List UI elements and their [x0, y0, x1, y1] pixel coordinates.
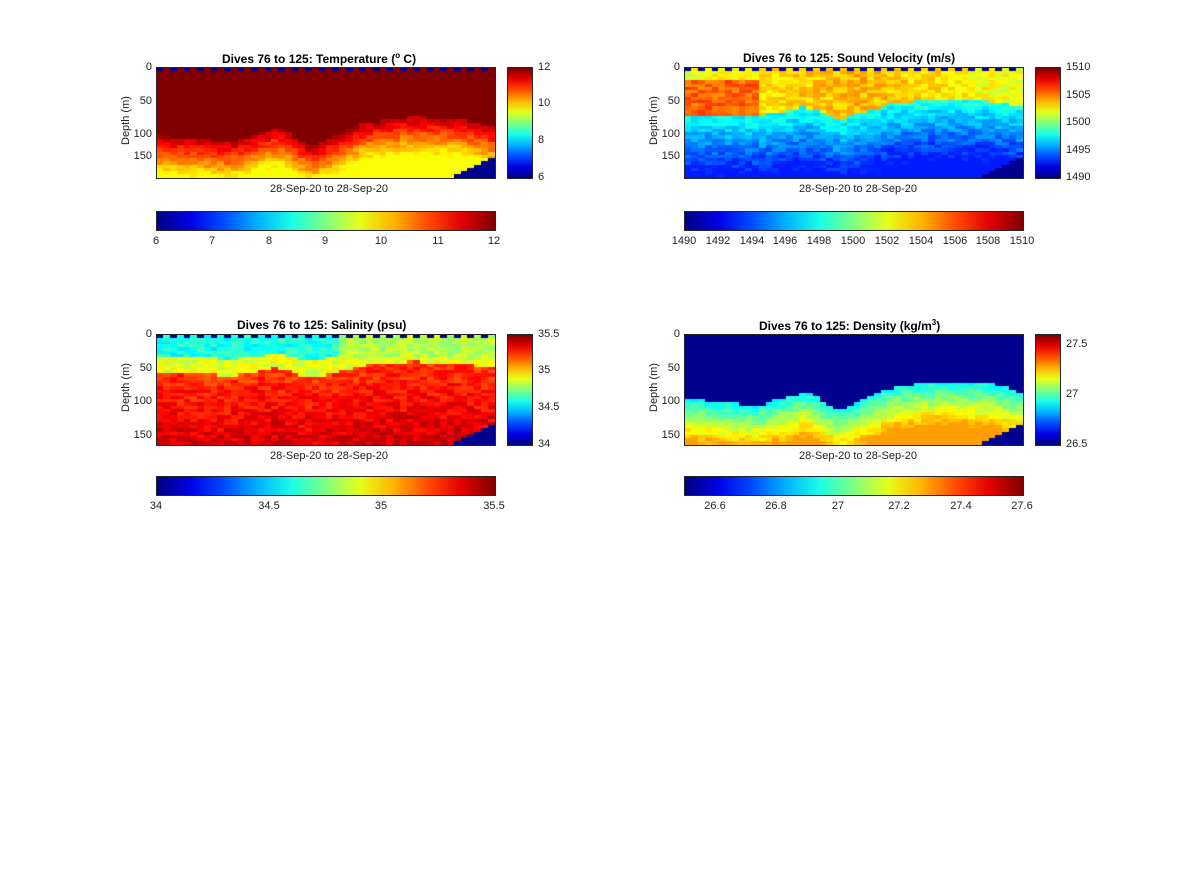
density-ylabel: Depth (m)	[648, 363, 660, 412]
density-title: Dives 76 to 125: Density (kg/m3)	[759, 318, 940, 333]
temperature-hbar-tick: 8	[265, 235, 273, 247]
sound-velocity-vbar-tick: 1495	[1066, 144, 1091, 156]
sound-velocity-ytick: 0	[673, 61, 680, 73]
temperature-colorbar-horizontal	[156, 211, 496, 231]
temperature-vbar-tick: 10	[538, 97, 551, 109]
salinity-vbar-tick: 34.5	[538, 401, 560, 413]
salinity-ylabel: Depth (m)	[120, 363, 132, 412]
sound-velocity-vbar-tick: 1510	[1066, 61, 1091, 73]
salinity-hbar-tick: 34	[149, 500, 163, 512]
density-colorbar-vertical	[1035, 334, 1061, 446]
temperature-vbar-tick: 6	[538, 171, 545, 183]
salinity-xlabel: 28-Sep-20 to 28-Sep-20	[270, 450, 389, 462]
density-hbar-tick: 27.2	[888, 500, 910, 512]
salinity-ytick: 0	[145, 328, 152, 340]
density-vbar-tick: 27.5	[1066, 338, 1088, 350]
sound-velocity-vbar-tick: 1500	[1066, 116, 1091, 128]
temperature-hbar-tick: 6	[152, 235, 160, 247]
temperature-ytick: 0	[145, 61, 152, 73]
sound-velocity-hbar-tick: 1504	[908, 235, 934, 247]
density-hbar-tick: 26.8	[765, 500, 787, 512]
density-ytick: 150	[661, 429, 680, 441]
temperature-ytick: 150	[133, 150, 152, 162]
density-ytick: 50	[667, 362, 680, 374]
salinity-colorbar-vertical	[507, 334, 533, 446]
salinity-hbar-tick: 35	[374, 500, 388, 512]
density-vbar-tick: 26.5	[1066, 438, 1088, 450]
temperature-title-degree: o	[395, 51, 401, 60]
salinity-hbar-tick: 34.5	[258, 500, 280, 512]
density-ytick: 0	[673, 328, 680, 340]
sound-velocity-hbar-tick: 1506	[942, 235, 968, 247]
sound-velocity-colorbar-vertical	[1035, 67, 1061, 179]
density-hbar-tick: 27.6	[1011, 500, 1033, 512]
density-vbar-tick: 27	[1066, 388, 1079, 400]
temperature-hbar-tick: 9	[321, 235, 329, 247]
salinity-ytick: 100	[133, 395, 152, 407]
temperature-title-text: Dives 76 to 125: Temperature	[222, 52, 388, 66]
salinity-vbar-tick: 35	[538, 364, 551, 376]
density-title-unit-close: )	[936, 319, 941, 333]
sound-velocity-xlabel: 28-Sep-20 to 28-Sep-20	[799, 183, 918, 195]
salinity-vbar-tick: 34	[538, 438, 551, 450]
sound-velocity-ylabel: Depth (m)	[648, 96, 660, 145]
salinity-vbar-tick: 35.5	[538, 328, 560, 340]
temperature-vbar-tick: 8	[538, 134, 545, 146]
sound-velocity-colorbar-horizontal	[684, 211, 1024, 231]
temperature-title-unit-close: C)	[400, 52, 417, 66]
sound-velocity-vbar-tick: 1505	[1066, 89, 1091, 101]
sound-velocity-hbar-tick: 1508	[975, 235, 1001, 247]
density-ytick: 100	[661, 395, 680, 407]
sound-velocity-hbar-tick: 1500	[840, 235, 866, 247]
sound-velocity-heatmap-canvas	[685, 68, 1023, 178]
density-hbar-tick: 27	[831, 500, 845, 512]
salinity-ytick: 50	[139, 362, 152, 374]
temperature-title-unit-open: (	[391, 52, 396, 66]
temperature-colorbar-vertical	[507, 67, 533, 179]
temperature-heatmap	[156, 67, 496, 179]
density-hbar-tick: 26.6	[704, 500, 726, 512]
temperature-hbar-tick: 12	[487, 235, 501, 247]
density-xlabel: 28-Sep-20 to 28-Sep-20	[799, 450, 918, 462]
temperature-hbar-tick: 11	[432, 235, 444, 247]
temperature-heatmap-canvas	[157, 68, 495, 178]
temperature-ytick: 50	[139, 95, 152, 107]
sound-velocity-hbar-tick: 1510	[1009, 235, 1035, 247]
temperature-vbar-tick: 12	[538, 61, 551, 73]
density-heatmap	[684, 334, 1024, 446]
salinity-hbar-tick: 35.5	[483, 500, 505, 512]
density-title-unit-open: (kg/m	[899, 319, 932, 333]
density-heatmap-canvas	[685, 335, 1023, 445]
density-colorbar-horizontal	[684, 476, 1024, 496]
temperature-hbar-tick: 7	[208, 235, 216, 247]
density-title-exponent: 3	[931, 318, 937, 327]
temperature-ylabel: Depth (m)	[120, 96, 132, 145]
sound-velocity-ytick: 100	[661, 128, 680, 140]
sound-velocity-hbar-tick: 1498	[806, 235, 832, 247]
salinity-heatmap-canvas	[157, 335, 495, 445]
sound-velocity-hbar-tick: 1494	[739, 235, 765, 247]
temperature-title: Dives 76 to 125: Temperature (o C)	[222, 51, 416, 66]
sound-velocity-hbar-tick: 1490	[671, 235, 697, 247]
salinity-colorbar-horizontal	[156, 476, 496, 496]
sound-velocity-ytick: 50	[667, 95, 680, 107]
temperature-xlabel: 28-Sep-20 to 28-Sep-20	[270, 183, 389, 195]
sound-velocity-hbar-tick: 1496	[772, 235, 798, 247]
sound-velocity-hbar-tick: 1492	[705, 235, 731, 247]
salinity-heatmap	[156, 334, 496, 446]
sound-velocity-hbar-tick: 1502	[874, 235, 900, 247]
temperature-hbar-tick: 10	[374, 235, 388, 247]
sound-velocity-ytick: 150	[661, 150, 680, 162]
salinity-title: Dives 76 to 125: Salinity (psu)	[237, 318, 407, 332]
density-hbar-tick: 27.4	[950, 500, 972, 512]
salinity-ytick: 150	[133, 429, 152, 441]
sound-velocity-vbar-tick: 1490	[1066, 171, 1091, 183]
sound-velocity-heatmap	[684, 67, 1024, 179]
temperature-ytick: 100	[133, 128, 152, 140]
sound-velocity-title: Dives 76 to 125: Sound Velocity (m/s)	[743, 51, 956, 65]
density-title-text: Dives 76 to 125: Density	[759, 319, 897, 333]
